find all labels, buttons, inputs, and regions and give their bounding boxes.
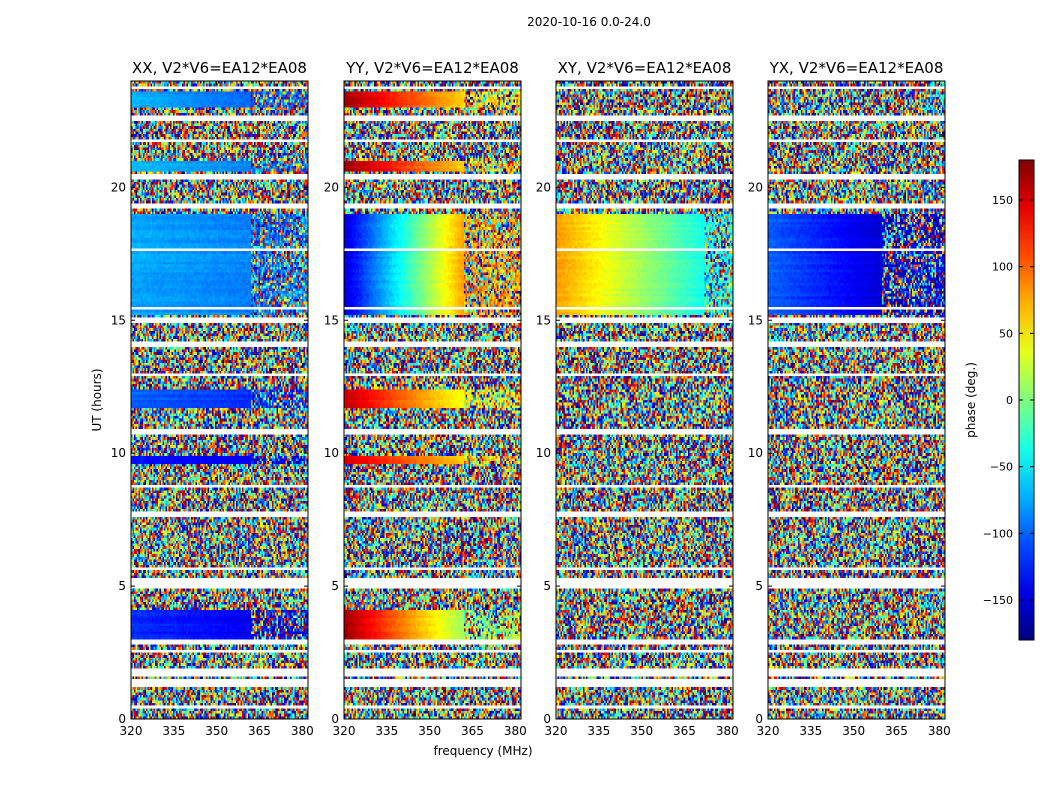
y-tick-label: 20 [536, 180, 551, 194]
colorbar-tick-label: −100 [983, 527, 1013, 540]
panel-frame [130, 80, 309, 720]
x-tick-label: 350 [205, 724, 228, 738]
colorbar-tick-label: 0 [1006, 394, 1013, 407]
x-tick-label: 350 [842, 724, 865, 738]
panels-group: XX, V2*V6=EA12*EA08 320 335 350 365 380 0 5 10 15… [111, 59, 951, 738]
colorbar-tick-label: −50 [990, 461, 1013, 474]
y-tick-label: 10 [536, 446, 551, 460]
y-tick-label: 0 [331, 712, 339, 726]
y-tick-label: 15 [536, 313, 551, 327]
y-tick-label: 0 [755, 712, 763, 726]
y-tick-label: 15 [748, 313, 763, 327]
y-tick-label: 5 [118, 579, 126, 593]
y-tick-label: 15 [111, 313, 126, 327]
x-tick-label: 335 [375, 724, 398, 738]
colorbar-tick-label: 100 [992, 261, 1013, 274]
x-axis-label: frequency (MHz) [433, 744, 532, 758]
y-tick-label: 10 [324, 446, 339, 460]
panel-title: XY, V2*V6=EA12*EA08 [558, 59, 732, 77]
panel-yx: YX, V2*V6=EA12*EA08 320 335 350 365 380 0 5 10 15… [748, 59, 951, 738]
panel-title: YX, V2*V6=EA12*EA08 [769, 59, 944, 77]
y-tick-label: 10 [748, 446, 763, 460]
phase-heatmap-yx [768, 81, 945, 719]
x-tick-label: 320 [120, 724, 143, 738]
colorbar-label: phase (deg.) [964, 362, 978, 438]
y-tick-label: 20 [111, 180, 126, 194]
x-tick-label: 365 [885, 724, 908, 738]
colorbar-tick-label: 50 [999, 327, 1013, 340]
x-tick-label: 380 [716, 724, 739, 738]
x-tick-label: 350 [630, 724, 653, 738]
panel-xx: XX, V2*V6=EA12*EA08 320 335 350 365 380 0 5 10 15… [111, 59, 314, 738]
y-tick-label: 5 [331, 579, 339, 593]
y-tick-label: 20 [324, 180, 339, 194]
panel-title: XX, V2*V6=EA12*EA08 [132, 59, 307, 77]
y-tick-label: 10 [111, 446, 126, 460]
colorbar-tick-label: −150 [983, 594, 1013, 607]
y-tick-label: 0 [543, 712, 551, 726]
x-tick-label: 380 [504, 724, 527, 738]
y-tick-label: 15 [324, 313, 339, 327]
x-tick-label: 365 [461, 724, 484, 738]
colorbar: 150 100 50 0 −50 −100 −150 [983, 159, 1035, 641]
x-tick-label: 320 [333, 724, 356, 738]
panel-yy: YY, V2*V6=EA12*EA08 320 335 350 365 380 0 5 10 15… [324, 59, 527, 738]
x-tick-label: 320 [757, 724, 780, 738]
panel-frame [767, 80, 946, 720]
x-tick-label: 380 [928, 724, 951, 738]
x-tick-label: 335 [799, 724, 822, 738]
panel-title: YY, V2*V6=EA12*EA08 [345, 59, 519, 77]
x-tick-label: 365 [673, 724, 696, 738]
x-tick-label: 365 [248, 724, 271, 738]
y-axis-label: UT (hours) [90, 368, 104, 431]
x-tick-label: 320 [545, 724, 568, 738]
x-tick-label: 335 [587, 724, 610, 738]
y-tick-label: 0 [118, 712, 126, 726]
figure-title: 2020-10-16 0.0-24.0 [527, 15, 651, 29]
y-tick-label: 20 [748, 180, 763, 194]
panel-frame [343, 80, 522, 720]
phase-heatmap-xx [131, 81, 308, 719]
panel-frame [555, 80, 734, 720]
x-tick-label: 380 [291, 724, 314, 738]
phase-heatmap-yy [344, 81, 521, 719]
x-tick-label: 335 [162, 724, 185, 738]
y-tick-label: 5 [755, 579, 763, 593]
y-tick-label: 5 [543, 579, 551, 593]
colorbar-tick-label: 150 [992, 194, 1013, 207]
panel-xy: XY, V2*V6=EA12*EA08 320 335 350 365 380 0 5 10 15… [536, 59, 739, 738]
phase-heatmap-xy [556, 81, 733, 719]
x-tick-label: 350 [418, 724, 441, 738]
